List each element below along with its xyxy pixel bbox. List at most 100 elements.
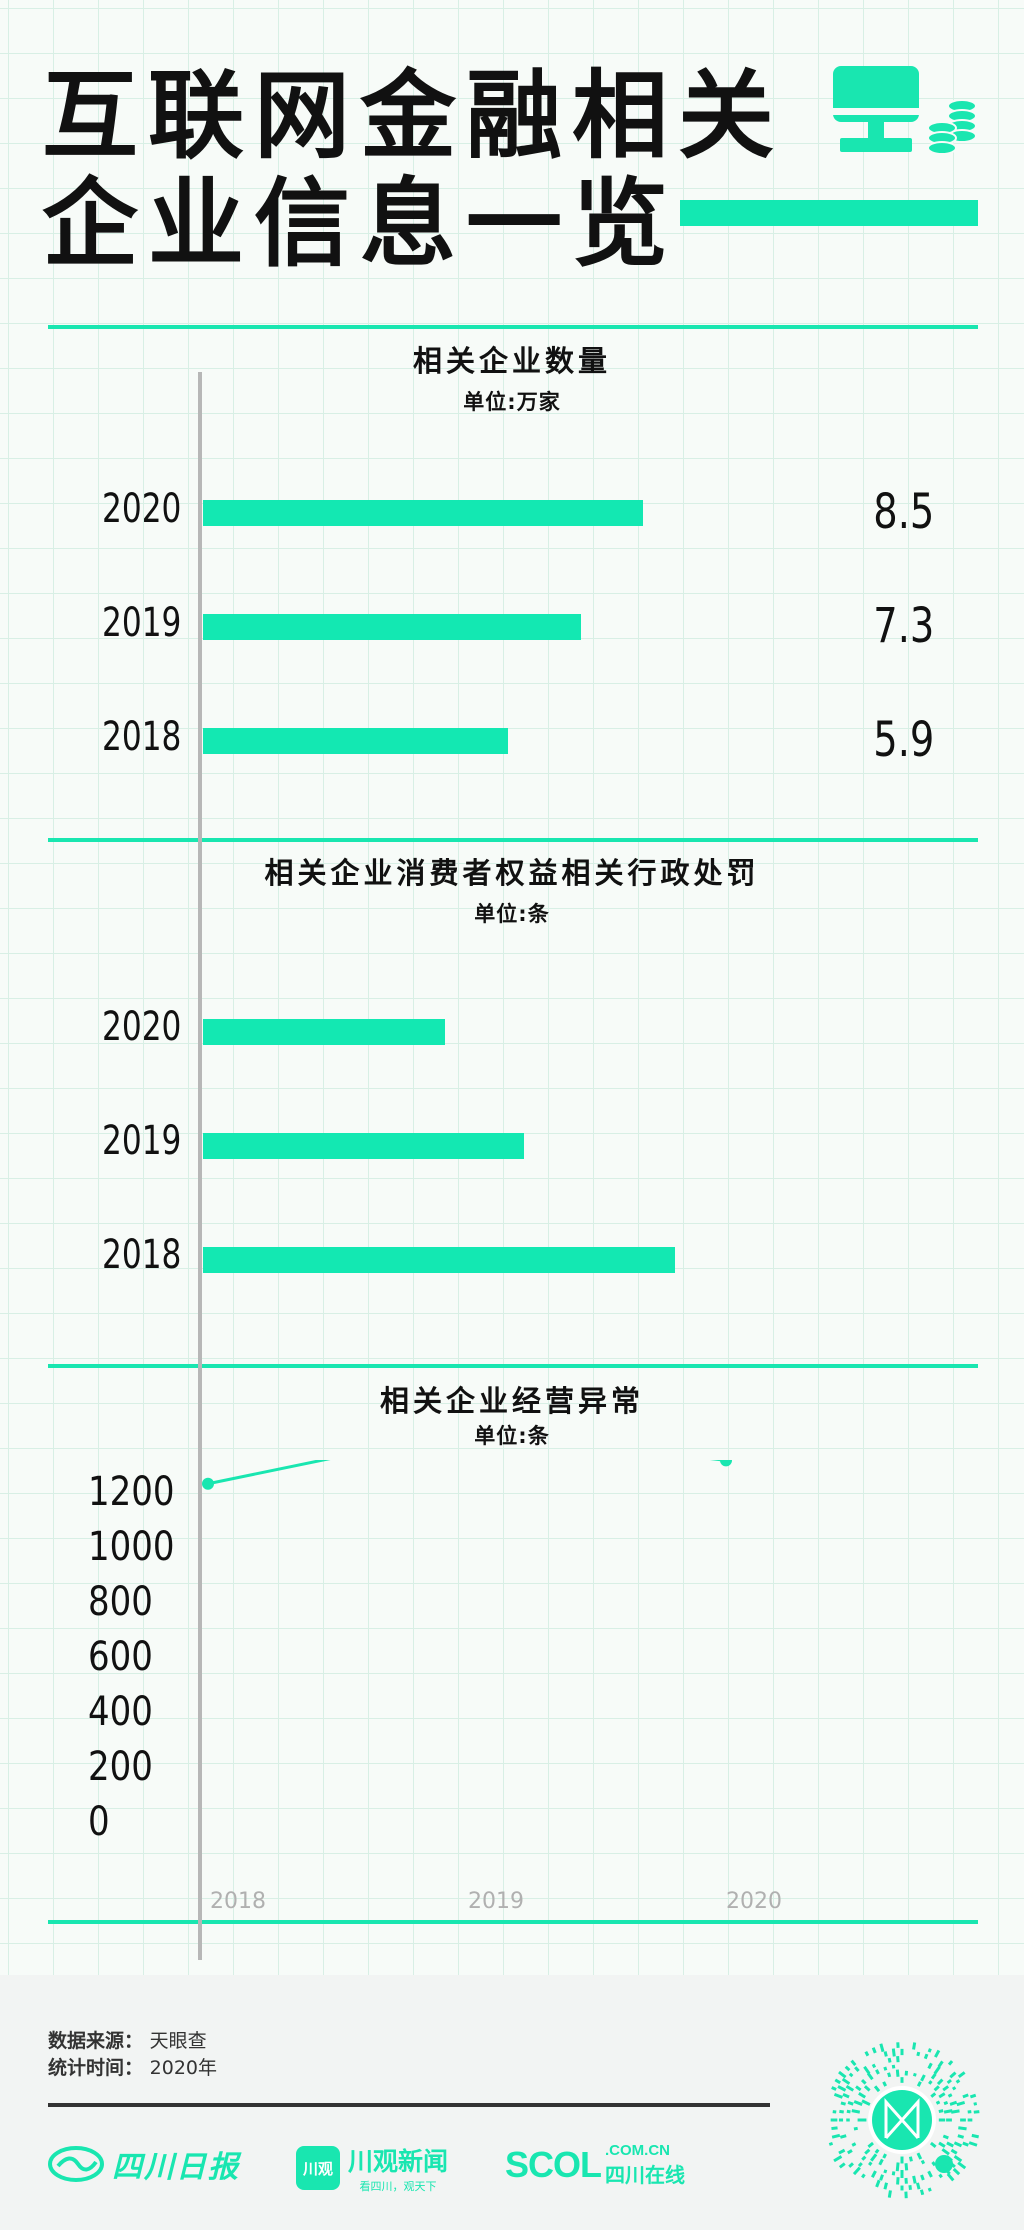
qr-code-dot — [863, 2085, 871, 2092]
chart3-y-tick-label: 1200 — [88, 1468, 175, 1514]
qr-code-dot — [838, 2162, 846, 2169]
chuanguan-logo: 川观 川观新闻 看四川，观天下 — [296, 2142, 448, 2194]
section-divider-2 — [48, 1364, 978, 1368]
stat-time-label: 统计时间： — [48, 2057, 144, 2079]
qr-code-dot — [875, 2179, 881, 2188]
qr-code-dot — [900, 2156, 904, 2164]
qr-code-dot — [938, 2109, 944, 2114]
qr-code-dot — [904, 2191, 908, 2199]
title-accent-bar — [680, 200, 978, 226]
chart3-x-tick-label: 2018 — [210, 1889, 266, 1914]
qr-code-dot — [929, 2141, 937, 2148]
chart3-y-tick-label: 200 — [88, 1743, 153, 1789]
qr-code-dot — [956, 2101, 966, 2107]
qr-code-dot — [896, 2056, 900, 2063]
qr-code-dot — [933, 2065, 941, 2075]
qr-code-dot — [875, 2069, 880, 2075]
qr-code-dot — [904, 2163, 909, 2171]
page-title-line-1: 互联网金融相关 — [42, 60, 784, 172]
qr-code-dot — [883, 2051, 888, 2057]
qr-code-dot — [861, 2099, 871, 2106]
qr-code-dot — [839, 2109, 844, 2114]
qr-code-dot — [900, 2185, 904, 2191]
qr-code-dot — [930, 2073, 937, 2080]
data-source: 数据来源： 天眼查 — [48, 2026, 207, 2053]
qr-code-dot — [942, 2085, 950, 2092]
qr-code-dot — [928, 2080, 933, 2085]
qr-code-dot — [870, 2153, 878, 2162]
qr-code-dot — [873, 2085, 881, 2093]
chart2-bar — [203, 1019, 446, 1045]
qr-code-dot — [943, 2100, 949, 2106]
data-source-value: 天眼查 — [149, 2030, 207, 2052]
chart2-bar — [203, 1247, 675, 1273]
chart3-x-tick-label: 2020 — [726, 1889, 782, 1914]
qr-code-dot — [955, 2079, 961, 2084]
qr-code-dot — [837, 2085, 847, 2092]
chart1-value-label: 8.5 — [872, 484, 934, 540]
qr-code-dot — [851, 2109, 861, 2114]
sichuan-daily-emblem-icon — [48, 2146, 104, 2182]
qr-code-dot — [832, 2110, 837, 2114]
qr-code-dot — [900, 2077, 904, 2083]
vertical-axis-line — [198, 372, 202, 1960]
chart1-value-label: 7.3 — [872, 598, 934, 654]
qr-code-dot — [867, 2141, 874, 2148]
qr-code-dot — [938, 2092, 946, 2099]
qr-code-dot — [868, 2161, 873, 2166]
chart1-bar — [203, 614, 581, 640]
qr-code-dot — [949, 2100, 958, 2106]
chart2-bar — [203, 1133, 524, 1159]
chart1-category-label: 2019 — [102, 600, 182, 646]
qr-code-dot — [947, 2093, 953, 2098]
qr-code-dot — [861, 2173, 866, 2179]
qr-code-dot — [850, 2059, 857, 2067]
qr-code-dot — [927, 2048, 932, 2053]
qr-code-dot — [871, 2170, 877, 2178]
qr-code-dot — [971, 2133, 979, 2139]
qr-code-dot — [937, 2060, 944, 2068]
chart3-x-tick-label: 2019 — [468, 1889, 524, 1914]
qr-code-dot — [831, 2086, 837, 2091]
qr-code-dot — [896, 2042, 900, 2048]
qr-code-dot — [828, 2141, 834, 2146]
qr-code-dot — [864, 2051, 870, 2057]
qr-code-dot — [916, 2081, 922, 2087]
chart1-bar — [203, 728, 509, 754]
chart3-series-line — [207, 1460, 727, 1486]
qr-code-dot — [908, 2185, 912, 2190]
qr-code-dot — [830, 2118, 838, 2122]
qr-code-dot — [920, 2159, 926, 2165]
qr-code-dot — [916, 2182, 921, 2190]
qr-code-dot — [887, 2057, 892, 2063]
qr-code-dot — [941, 2148, 950, 2156]
sichuan-daily-name: 四川日报 — [112, 2150, 240, 2185]
qr-code-dot — [904, 2070, 909, 2076]
qr-code-dot — [946, 2118, 952, 2122]
qr-code-dot — [938, 2141, 946, 2148]
qr-code-dot — [942, 2134, 949, 2140]
qr-code-dot — [952, 2167, 961, 2176]
qr-code-dot — [871, 2063, 877, 2069]
qr-code-dot — [946, 2078, 952, 2085]
qr-code-dot — [891, 2171, 896, 2176]
qr-code-dot — [962, 2093, 969, 2099]
qr-code-dot — [847, 2149, 853, 2155]
chart3-y-tick-label: 800 — [88, 1578, 153, 1624]
qr-code-dot — [883, 2169, 888, 2174]
qr-code-dot — [887, 2190, 892, 2198]
chart3-data-point — [202, 1477, 214, 1490]
qr-code-dot — [967, 2110, 972, 2114]
qr-code-dot — [883, 2066, 888, 2071]
section-divider-bottom — [48, 1920, 978, 1924]
section-divider-1 — [48, 838, 978, 842]
qr-code-dot — [957, 2071, 966, 2079]
qr-code-dot — [874, 2148, 880, 2154]
qr-code-dot — [938, 2173, 943, 2179]
qr-code-dot — [930, 2092, 937, 2098]
chart1-value-label: 5.9 — [872, 712, 934, 768]
qr-code-dot — [882, 2153, 887, 2159]
stat-time-value: 2020年 — [149, 2057, 217, 2079]
qr-code-dot — [927, 2187, 932, 2192]
scol-name: 四川在线 — [605, 2163, 686, 2187]
